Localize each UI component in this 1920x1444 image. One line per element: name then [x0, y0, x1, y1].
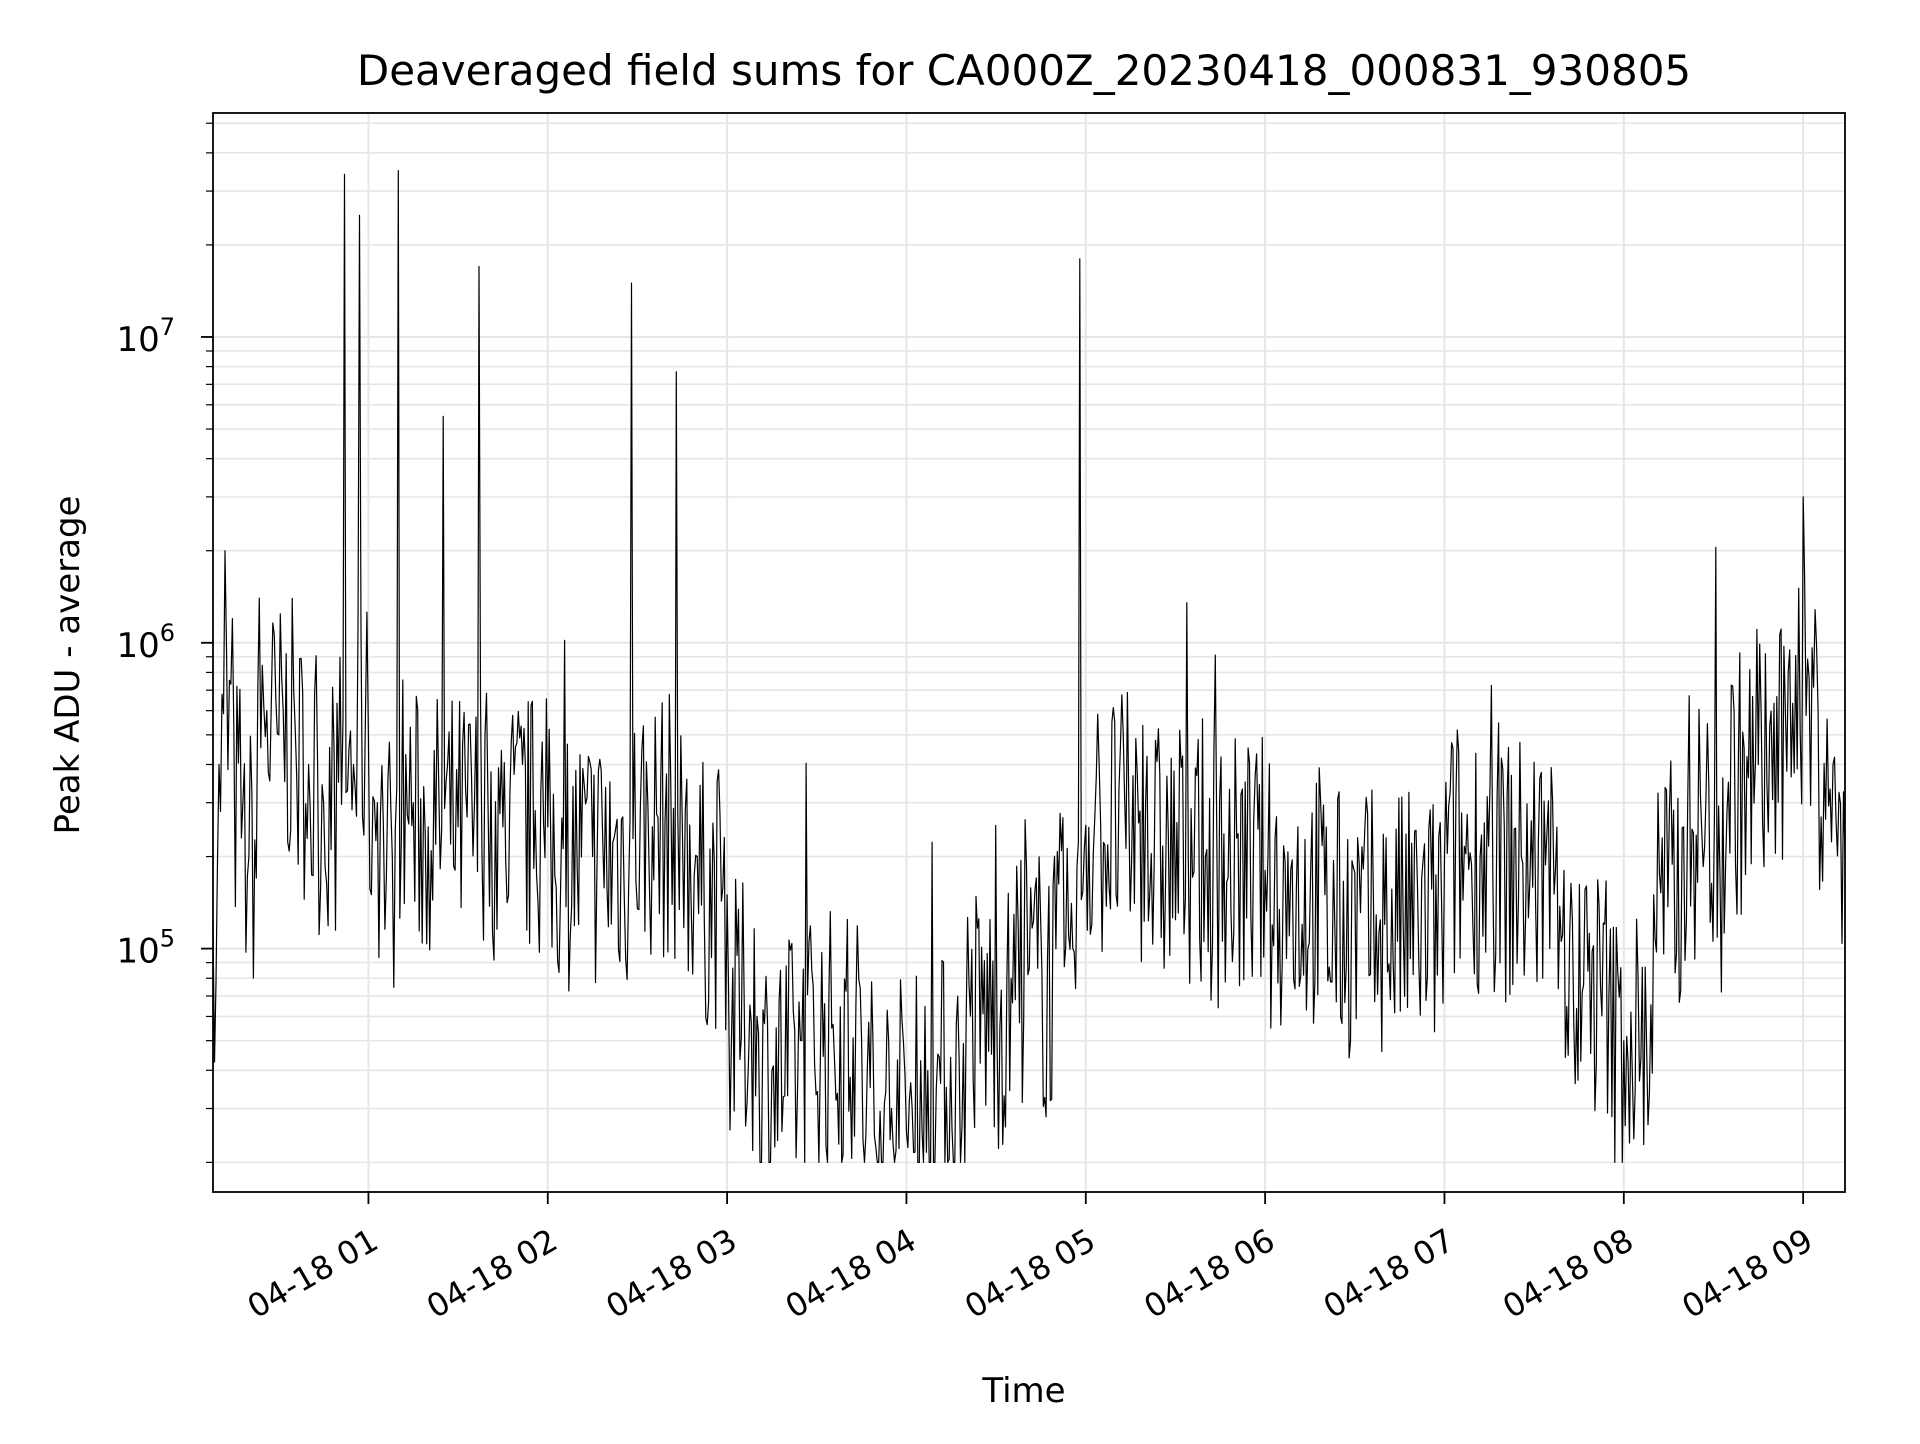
grid — [213, 113, 1845, 1192]
x-tick-label: 04-18 08 — [1496, 1221, 1640, 1326]
x-tick-label: 04-18 03 — [600, 1221, 744, 1326]
y-tick-label: 106 — [116, 619, 175, 666]
x-tick-label: 04-18 01 — [241, 1221, 385, 1326]
x-tick-label: 04-18 04 — [779, 1221, 923, 1326]
chart-title: Deaveraged field sums for CA000Z_2023041… — [357, 46, 1691, 95]
x-tick-label: 04-18 07 — [1317, 1221, 1461, 1326]
series-line — [212, 170, 1846, 1163]
y-axis-label: Peak ADU - average — [48, 496, 88, 835]
plot-frame — [212, 112, 1846, 1193]
x-axis-label: Time — [981, 1371, 1065, 1411]
y-tick-label: 107 — [116, 313, 175, 360]
series-layer — [212, 170, 1846, 1163]
x-tick-label: 04-18 05 — [958, 1221, 1102, 1326]
axes: 04-18 01 04-18 02 04-18 03 04-18 04 04-18 05… — [116, 122, 1820, 1326]
x-tick-label: 04-18 06 — [1138, 1221, 1282, 1326]
x-tick-label: 04-18 02 — [420, 1221, 564, 1326]
x-tick-label: 04-18 09 — [1676, 1221, 1820, 1326]
y-tick-label: 105 — [116, 925, 175, 972]
